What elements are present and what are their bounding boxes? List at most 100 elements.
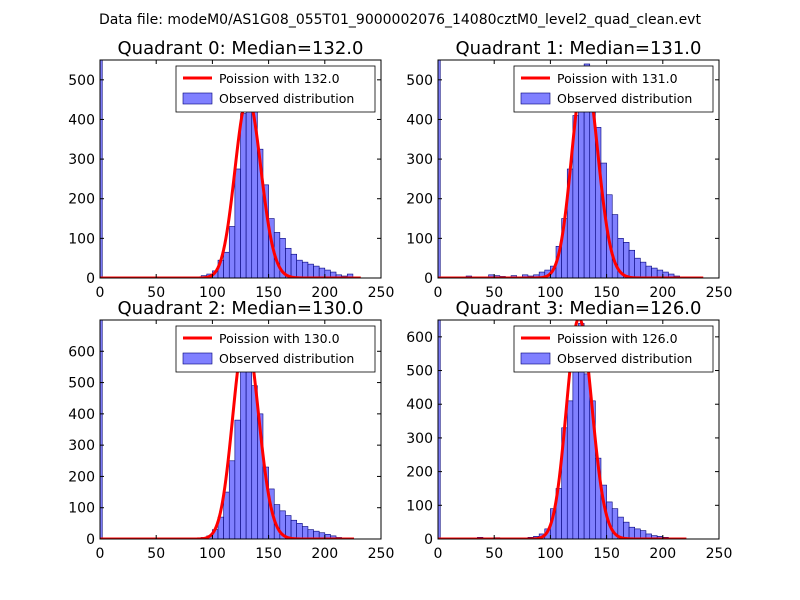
legend-poisson-label: Poission with 132.0 (219, 71, 340, 86)
y-tick-label: 0 (86, 532, 95, 548)
y-tick-label: 100 (68, 231, 95, 247)
legend: Poission with 131.0 Observed distribution (513, 65, 714, 113)
x-tick-label: 100 (537, 546, 564, 562)
y-tick-label: 200 (68, 469, 95, 485)
y-tick-label: 600 (68, 344, 95, 360)
x-tick-label: 100 (537, 285, 564, 301)
legend-observed-label: Observed distribution (557, 91, 692, 106)
x-tick-label: 250 (706, 285, 733, 301)
y-tick-label: 500 (406, 364, 433, 380)
legend-bar-swatch (520, 92, 551, 105)
x-tick-label: 200 (649, 285, 676, 301)
legend-poisson-label: Poission with 126.0 (557, 331, 678, 346)
plot-area (438, 60, 704, 278)
x-tick-label: 100 (199, 285, 226, 301)
histogram-bar (640, 261, 647, 278)
legend-observed-label: Observed distribution (219, 351, 354, 366)
y-tick-label: 0 (86, 271, 95, 287)
y-tick-label: 300 (406, 152, 433, 168)
x-tick-label: 150 (593, 285, 620, 301)
x-tick-label: 50 (147, 546, 165, 562)
histogram-bar (240, 113, 247, 278)
histogram-bar (290, 253, 297, 278)
histogram-bar (302, 261, 309, 278)
legend-box (175, 65, 376, 113)
x-tick-label: 150 (255, 546, 282, 562)
x-tick-label: 200 (649, 546, 676, 562)
axes-frame (99, 59, 382, 279)
x-tick-label: 50 (485, 285, 503, 301)
legend-box (513, 65, 714, 113)
legend-bar-swatch (182, 92, 213, 105)
y-tick-label: 400 (406, 112, 433, 128)
y-tick-label: 100 (406, 231, 433, 247)
y-tick-label: 200 (68, 192, 95, 208)
histogram-bar (302, 526, 309, 539)
legend: Poission with 130.0 Observed distribution (175, 325, 376, 373)
legend-observed-label: Observed distribution (219, 91, 354, 106)
x-tick-label: 0 (96, 285, 105, 301)
histogram-bar (234, 419, 241, 539)
histogram-bar (628, 526, 636, 539)
y-tick-label: 0 (424, 532, 433, 548)
plot-area (438, 320, 687, 539)
panel-title: Quadrant 1: Median=131.0 (456, 38, 702, 59)
poisson-curve (438, 320, 687, 539)
histogram-bar (628, 249, 636, 278)
legend: Poission with 126.0 Observed distribution (513, 325, 714, 373)
histogram-bar (645, 265, 652, 278)
histogram-bar (438, 320, 441, 539)
x-tick-label: 250 (368, 546, 395, 562)
y-tick-label: 100 (406, 498, 433, 514)
legend: Poission with 132.0 Observed distribution (175, 65, 376, 113)
quadrant-panel-2: 0 50 100 150 200 250 0 100 200 300 400 500 600 Quadra… (68, 298, 394, 562)
histogram-bar (290, 519, 297, 539)
legend-poisson-label: Poission with 131.0 (557, 71, 678, 86)
histogram-bar (623, 242, 630, 278)
histogram-bar (566, 400, 574, 539)
x-tick-label: 250 (368, 285, 395, 301)
histogram-bar (438, 60, 441, 278)
y-tick-label: 500 (68, 73, 95, 89)
x-tick-label: 0 (434, 546, 443, 562)
x-tick-label: 0 (96, 546, 105, 562)
histogram-bar (296, 523, 303, 539)
axes-frame (99, 319, 382, 540)
x-tick-label: 200 (311, 285, 338, 301)
x-tick-label: 50 (485, 546, 503, 562)
quadrant-panel-0: 0 50 100 150 200 250 0 100 200 300 400 500 Quadrant … (68, 38, 394, 301)
histogram-bar (623, 521, 630, 539)
legend-box (513, 325, 714, 373)
x-tick-label: 100 (199, 546, 226, 562)
histogram-bar (572, 346, 579, 539)
y-tick-label: 300 (68, 438, 95, 454)
quadrant-panel-3: 0 50 100 150 200 250 0 100 200 300 400 500 600 Quadra… (406, 298, 732, 562)
x-tick-label: 0 (434, 285, 443, 301)
histogram-bar (313, 265, 320, 278)
histogram-bar (100, 320, 103, 539)
y-tick-label: 300 (406, 431, 433, 447)
y-tick-label: 400 (406, 397, 433, 413)
x-tick-label: 150 (255, 285, 282, 301)
histogram-bar (100, 60, 103, 278)
y-tick-label: 200 (406, 192, 433, 208)
legend-poisson-label: Poission with 130.0 (219, 331, 340, 346)
histogram-bar (228, 460, 236, 539)
quadrant-panel-1: 0 50 100 150 200 250 0 100 200 300 400 500 Quadrant … (406, 38, 732, 301)
x-tick-label: 250 (706, 546, 733, 562)
histogram-bar (234, 168, 241, 278)
poisson-curve (100, 96, 362, 278)
histogram-bar (228, 226, 236, 278)
histogram-bar (307, 263, 314, 278)
y-tick-label: 200 (406, 465, 433, 481)
plot-area (100, 320, 355, 539)
legend-observed-label: Observed distribution (557, 351, 692, 366)
legend-bar-swatch (182, 352, 213, 365)
histogram-bar (240, 363, 247, 539)
panel-title: Quadrant 3: Median=126.0 (456, 298, 702, 319)
histogram-bar (296, 259, 303, 278)
y-tick-label: 500 (406, 73, 433, 89)
histogram-bar (634, 257, 641, 278)
poisson-curve (100, 332, 355, 539)
